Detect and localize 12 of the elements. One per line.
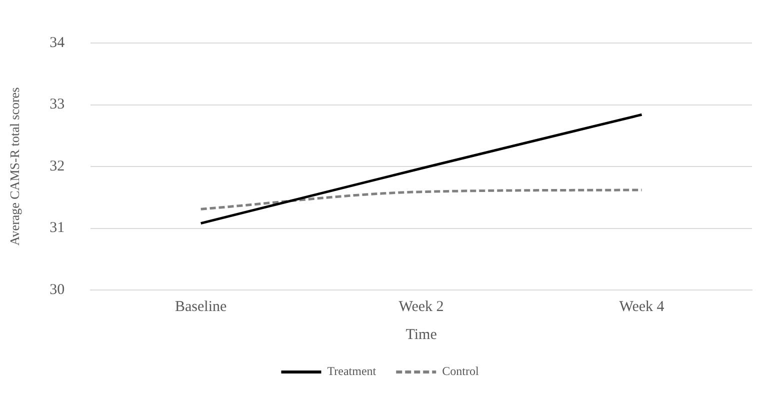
y-tick-label: 33 — [50, 96, 65, 113]
y-tick-label: 31 — [50, 220, 65, 236]
y-tick-label: 30 — [50, 282, 65, 298]
y-tick-label: 32 — [50, 158, 65, 174]
legend-label: Control — [442, 364, 480, 378]
y-axis-title: Average CAMS-R total scores — [7, 87, 22, 246]
x-axis-title: Time — [406, 326, 438, 343]
x-tick-label: Week 4 — [619, 298, 665, 315]
x-tick-label: Week 2 — [398, 298, 444, 315]
y-tick-label: 34 — [50, 34, 66, 51]
legend-label: Treatment — [327, 364, 377, 378]
x-tick-label: Baseline — [175, 298, 227, 315]
